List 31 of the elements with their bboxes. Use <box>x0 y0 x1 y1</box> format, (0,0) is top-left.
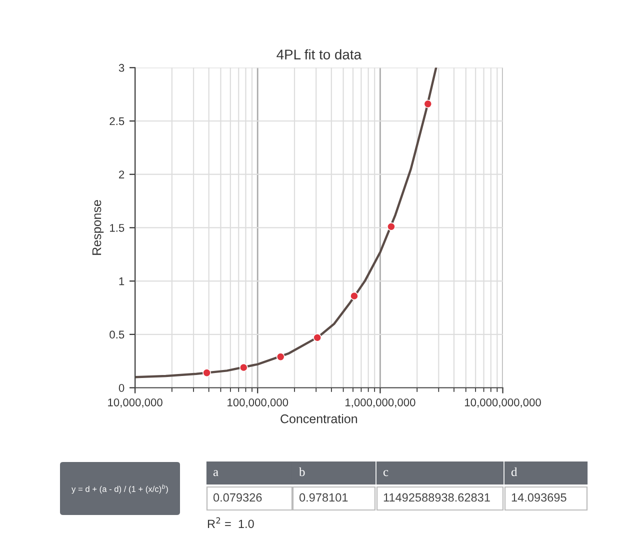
y-tick-label: 3 <box>118 64 124 72</box>
text: c <box>383 470 388 476</box>
text: y = d + (a - d) / (1 + (x/c)$^{b}$) <box>72 484 168 494</box>
text: 0.079326 <box>213 493 262 502</box>
point <box>276 352 285 362</box>
text: 0.978101 <box>299 493 348 502</box>
x-tick-label: 10,000,000 <box>108 398 162 408</box>
point <box>350 292 358 300</box>
text: a <box>213 470 218 476</box>
x-tick-label: 100,000,000 <box>228 398 288 408</box>
text: b <box>299 467 305 476</box>
text: 14.093695 <box>512 493 566 502</box>
x-tick-label: 1,000,000,000 <box>346 398 416 408</box>
y-tick-label: 0.5 <box>110 330 124 339</box>
y-tick-label: 1 <box>119 277 124 286</box>
x-tick-label: 10,000,000,000 <box>464 398 541 408</box>
text: d <box>511 467 518 476</box>
y-tick-label: 0 <box>118 384 124 392</box>
point <box>313 333 322 342</box>
text: R$^{2}$ = 1.0 <box>208 517 254 528</box>
point <box>424 100 432 108</box>
point <box>239 363 248 372</box>
text: 11492588938.62831 <box>384 493 490 502</box>
y-axis-title: Response <box>92 200 104 255</box>
chart-title: 4PL fit to data <box>276 49 362 60</box>
point <box>386 222 396 231</box>
point <box>202 368 212 378</box>
y-tick-label: 2.5 <box>110 117 124 126</box>
y-tick-label: 2 <box>119 170 124 178</box>
x-axis-title: Concentration <box>280 414 358 424</box>
y-tick-label: 1.5 <box>110 224 124 232</box>
